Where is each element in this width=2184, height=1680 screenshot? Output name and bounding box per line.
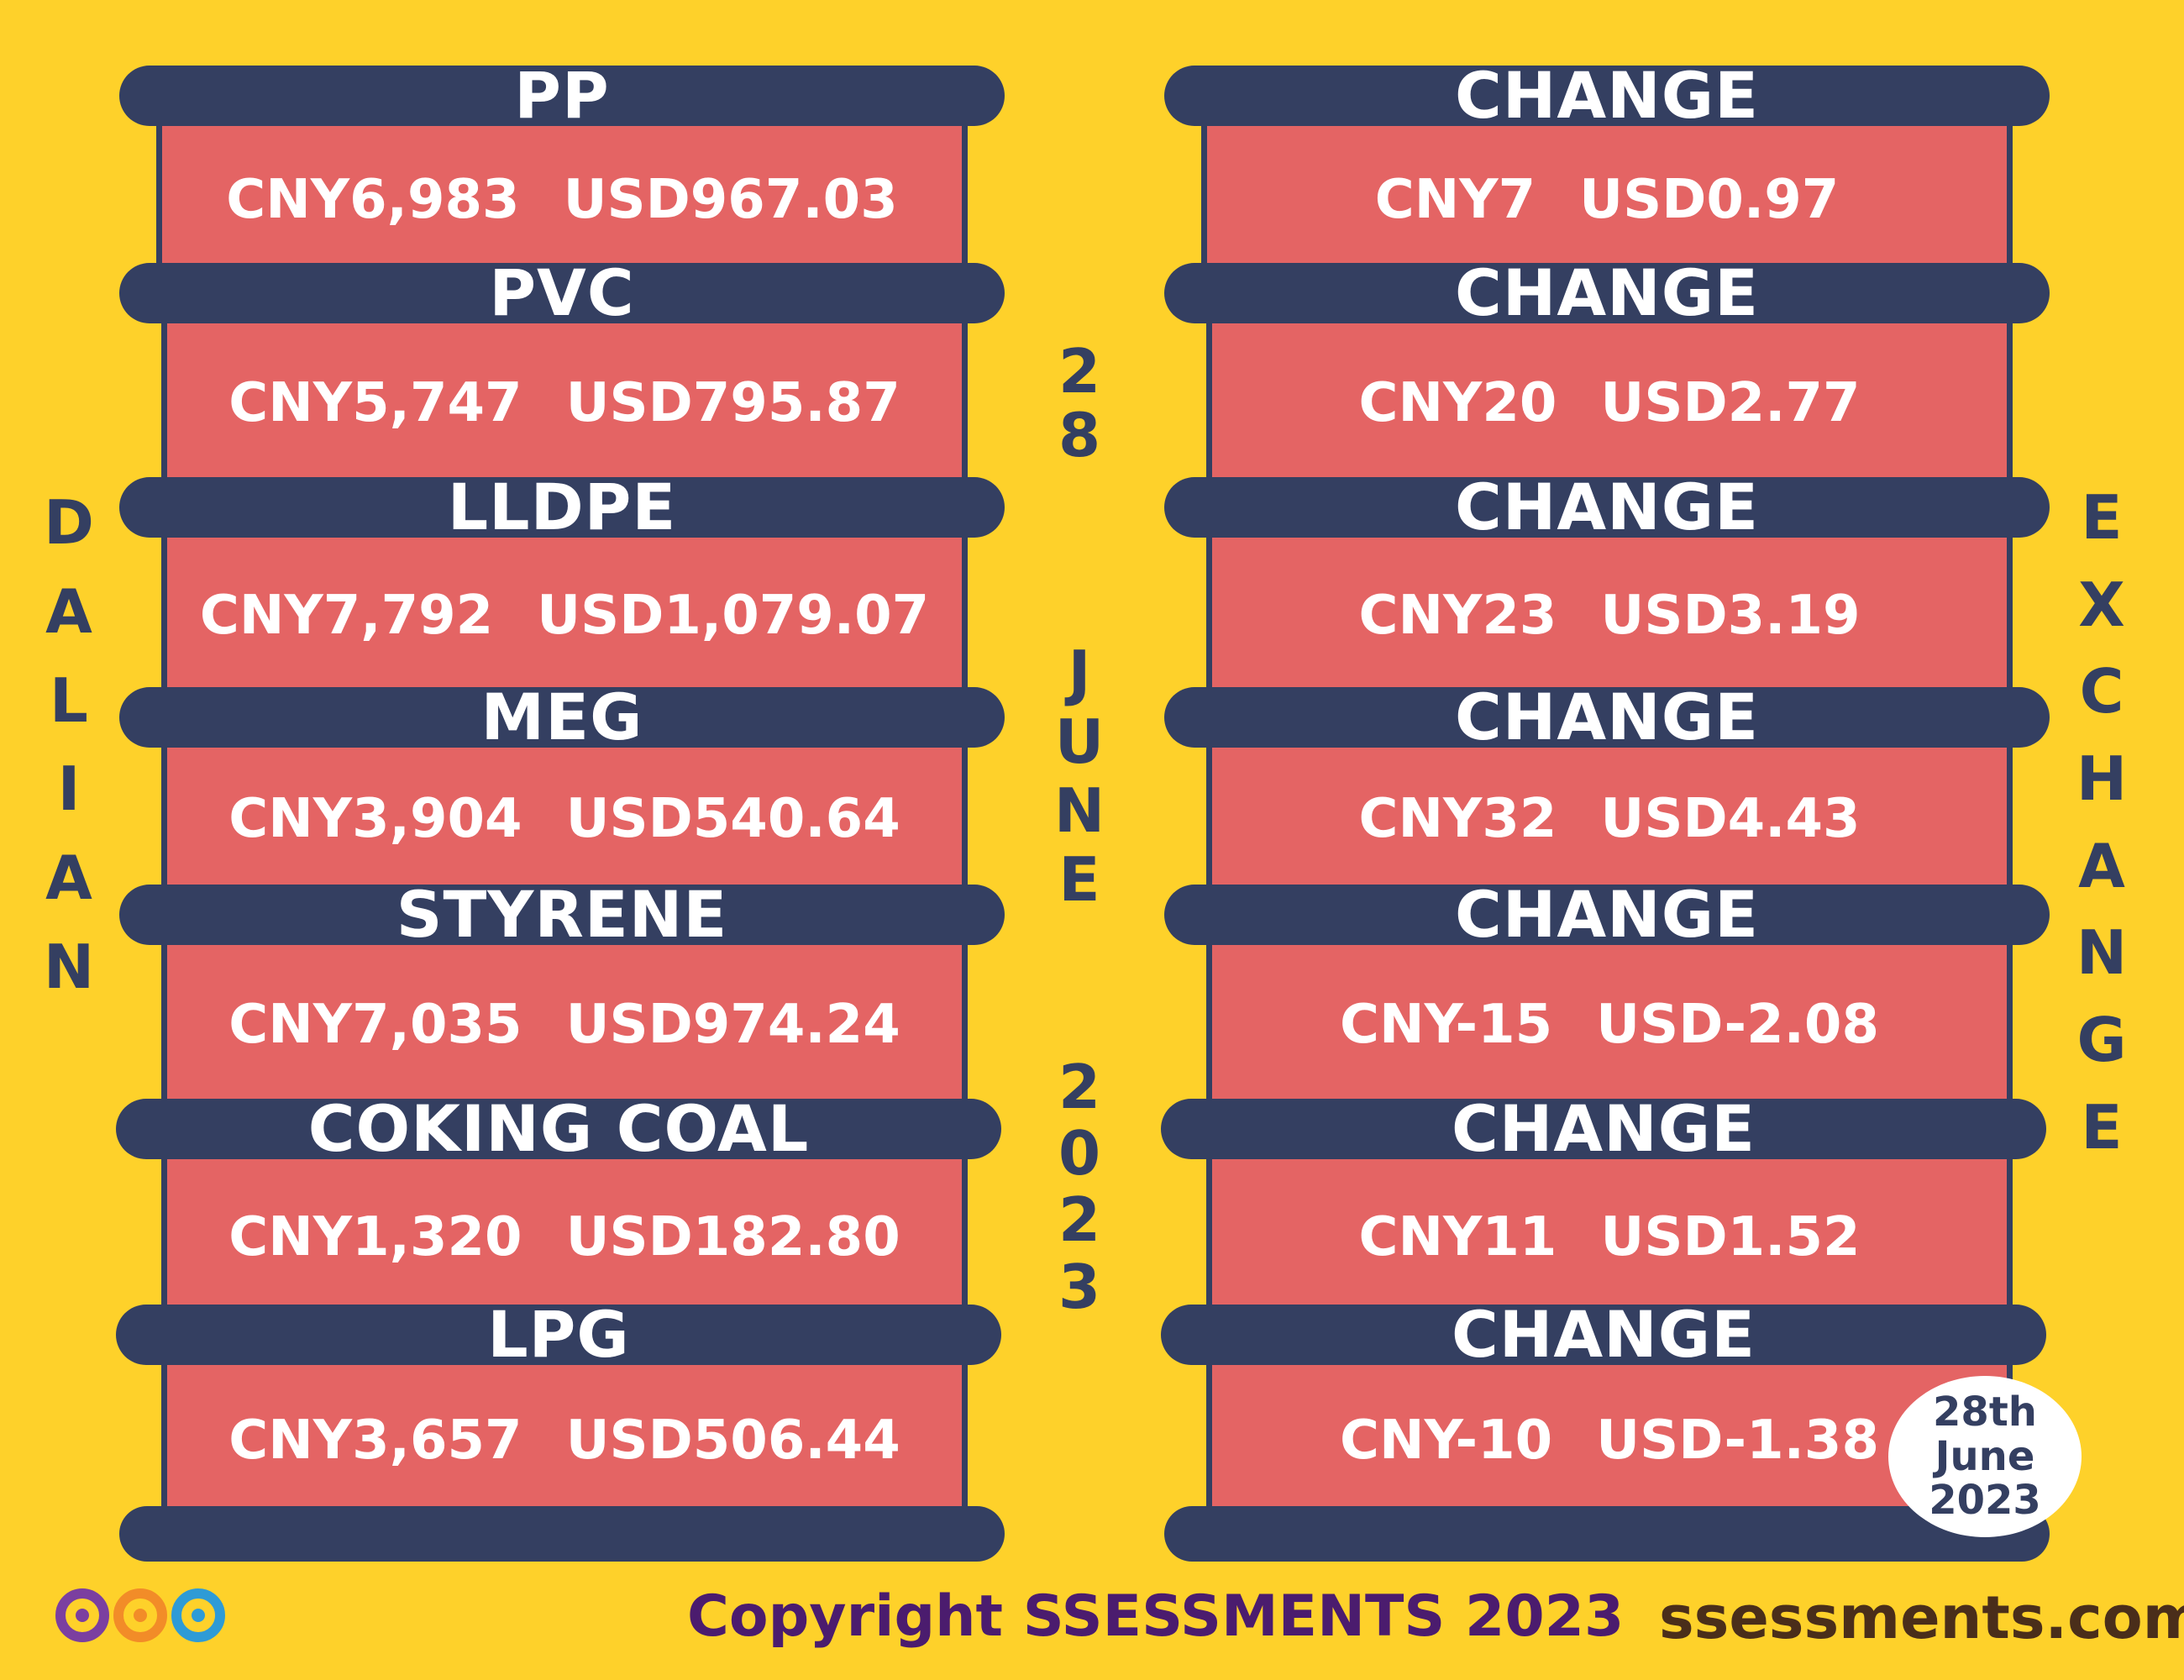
product-panel-lldpe: CNY7,792 USD1,079.07 [161, 533, 968, 697]
date-badge: 28th June 2023 [1888, 1376, 2082, 1537]
change-header-1: CHANGE [1164, 64, 2050, 128]
dalian-letter: N [43, 932, 95, 1003]
exchange-letter: N [2076, 917, 2128, 989]
lldpe-cny: CNY7,792 [199, 584, 494, 647]
website-link[interactable]: ssessments.com [1659, 1583, 2184, 1652]
change-4-cny: CNY32 [1358, 788, 1557, 850]
product-panel-lpg: CNY3,657 USD506.44 [161, 1361, 968, 1520]
change-2-cny: CNY20 [1358, 372, 1557, 434]
exchange-letter: A [2078, 830, 2125, 901]
pvc-cny: CNY5,747 [228, 372, 522, 434]
change-header-3: CHANGE [1164, 475, 2050, 539]
styrene-cny: CNY7,035 [228, 994, 522, 1056]
product-header-styrene: STYRENE [119, 883, 1005, 947]
center-date-year: 2 0 2 3 [1054, 1052, 1105, 1322]
change-panel-7: CNY-10 USD-1.38 [1206, 1361, 2013, 1520]
change-panel-1: CNY7 USD0.97 [1201, 126, 2013, 273]
date-digit: 8 [1058, 399, 1101, 470]
exchange-letter: H [2076, 743, 2128, 815]
product-panel-styrene: CNY7,035 USD974.24 [161, 941, 968, 1109]
change-panel-6: CNY11 USD1.52 [1206, 1155, 2013, 1319]
product-panel-meg: CNY3,904 USD540.64 [161, 743, 968, 895]
date-letter: J [1068, 638, 1091, 708]
change-panel-2: CNY20 USD2.77 [1206, 319, 2013, 487]
change-5-cny: CNY-15 [1340, 994, 1553, 1056]
change-header-2: CHANGE [1164, 261, 2050, 325]
exchange-letter: G [2076, 1005, 2127, 1076]
lpg-usd: USD506.44 [565, 1410, 900, 1472]
coking-coal-usd: USD182.80 [565, 1205, 900, 1268]
exchange-letter: C [2079, 656, 2124, 727]
change-4-usd: USD4.43 [1600, 788, 1861, 850]
exchange-letter: X [2078, 569, 2125, 640]
copyright-text: Copyright SSESSMENTS 2023 [687, 1583, 1625, 1650]
pp-usd: USD967.03 [563, 168, 898, 231]
change-header-7: CHANGE [1161, 1303, 2046, 1367]
change-6-usd: USD1.52 [1600, 1205, 1861, 1268]
date-letter: U [1054, 706, 1105, 778]
badge-day: 28th [1933, 1388, 2037, 1436]
coking-coal-cny: CNY1,320 [228, 1205, 522, 1268]
change-panel-5: CNY-15 USD-2.08 [1206, 941, 2013, 1109]
product-header-lldpe: LLDPE [119, 475, 1005, 539]
date-letter: N [1053, 775, 1105, 847]
pvc-usd: USD795.87 [565, 372, 900, 434]
dalian-letter: A [45, 843, 92, 914]
product-panel-coking-coal: CNY1,320 USD182.80 [161, 1155, 968, 1319]
change-5-usd: USD-2.08 [1596, 994, 1879, 1056]
change-panel-4: CNY32 USD4.43 [1206, 743, 2013, 895]
dalian-letter: D [44, 487, 94, 558]
dalian-letter: I [57, 753, 81, 825]
change-header-6: CHANGE [1161, 1097, 2046, 1161]
product-header-pvc: PVC [119, 261, 1005, 325]
change-1-cny: CNY7 [1374, 168, 1536, 231]
center-date-day: 2 8 [1054, 336, 1105, 470]
meg-usd: USD540.64 [565, 788, 900, 850]
product-column-footer-bar [119, 1506, 1005, 1562]
date-digit: 2 [1058, 1052, 1101, 1122]
change-6-cny: CNY11 [1358, 1205, 1557, 1268]
date-digit: 2 [1058, 336, 1101, 407]
change-3-usd: USD3.19 [1600, 584, 1861, 647]
product-header-pp: PP [119, 64, 1005, 128]
exchange-letter: E [2081, 482, 2123, 553]
dalian-letter: A [45, 575, 92, 647]
lldpe-usd: USD1,079.07 [537, 584, 930, 647]
date-digit: 0 [1058, 1118, 1101, 1189]
change-panel-3: CNY23 USD3.19 [1206, 533, 2013, 697]
side-label-exchange: E X C H A N G E [2076, 475, 2127, 1171]
center-date-month: J U N E [1054, 638, 1105, 914]
change-2-usd: USD2.77 [1600, 372, 1861, 434]
badge-month: June [1935, 1432, 2035, 1480]
styrene-usd: USD974.24 [565, 994, 900, 1056]
exchange-letter: E [2081, 1091, 2123, 1163]
change-7-usd: USD-1.38 [1596, 1410, 1879, 1472]
pp-cny: CNY6,983 [226, 168, 520, 231]
badge-year: 2023 [1929, 1477, 2041, 1525]
ssessments-logo-icon [55, 1588, 225, 1642]
product-header-coking-coal: COKING COAL [116, 1097, 1001, 1161]
date-digit: 2 [1058, 1184, 1101, 1256]
product-header-lpg: LPG [116, 1303, 1001, 1367]
side-label-dalian: D A L I A N [44, 479, 94, 1012]
change-3-cny: CNY23 [1358, 584, 1557, 647]
change-1-usd: USD0.97 [1579, 168, 1840, 231]
change-header-5: CHANGE [1164, 883, 2050, 947]
date-digit: 3 [1058, 1251, 1101, 1322]
meg-cny: CNY3,904 [228, 788, 522, 850]
dalian-letter: L [50, 664, 88, 736]
product-panel-pp: CNY6,983 USD967.03 [156, 126, 968, 273]
product-header-meg: MEG [119, 685, 1005, 749]
change-header-4: CHANGE [1164, 685, 2050, 749]
product-panel-pvc: CNY5,747 USD795.87 [161, 319, 968, 487]
change-column-footer-bar [1164, 1506, 2050, 1562]
change-7-cny: CNY-10 [1340, 1410, 1553, 1472]
date-letter: E [1058, 844, 1100, 916]
lpg-cny: CNY3,657 [228, 1410, 522, 1472]
